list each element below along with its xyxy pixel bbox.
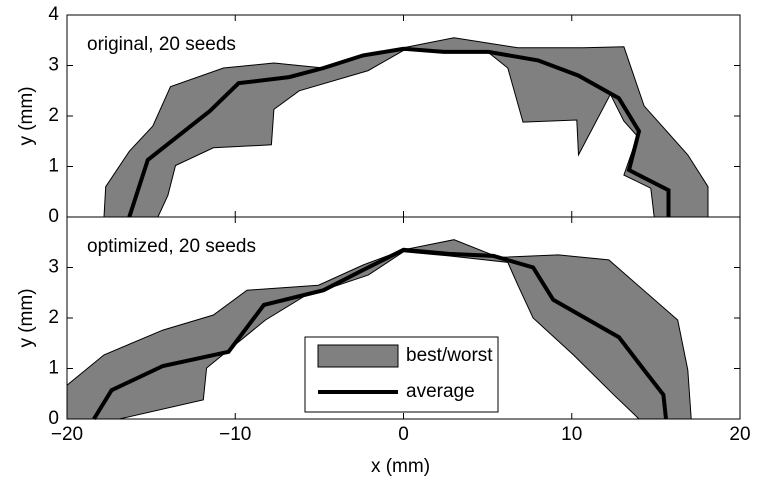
- x-tick-label: 20: [729, 424, 750, 445]
- y-tick-label: 3: [48, 55, 59, 76]
- y-tick-label: 3: [48, 257, 59, 278]
- band: [103, 37, 709, 218]
- x-tick-label: 0: [398, 424, 409, 445]
- y-tick-label: 2: [48, 307, 59, 328]
- x-tick-label: 10: [561, 424, 582, 445]
- y-tick-label: 2: [48, 105, 59, 126]
- line: [127, 46, 671, 218]
- legend-label: best/worst: [406, 345, 493, 366]
- x-tick-label: −20: [51, 424, 83, 445]
- x-axis-label: x (mm): [371, 456, 430, 477]
- y-tick-label: 4: [48, 4, 59, 25]
- y-tick-label: 1: [48, 358, 59, 379]
- x-tick-label: −10: [219, 424, 251, 445]
- y-axis-label: y (mm): [16, 86, 37, 145]
- panel-title: original, 20 seeds: [87, 34, 236, 55]
- y-tick-label: 0: [48, 408, 59, 429]
- legend-label: average: [406, 381, 475, 402]
- y-axis-label: y (mm): [16, 288, 37, 347]
- y-tick-label: 1: [48, 156, 59, 177]
- line: [92, 247, 668, 421]
- panel-title: optimized, 20 seeds: [87, 236, 256, 257]
- legend-patch: [317, 344, 399, 368]
- y-tick-label: 0: [48, 206, 59, 227]
